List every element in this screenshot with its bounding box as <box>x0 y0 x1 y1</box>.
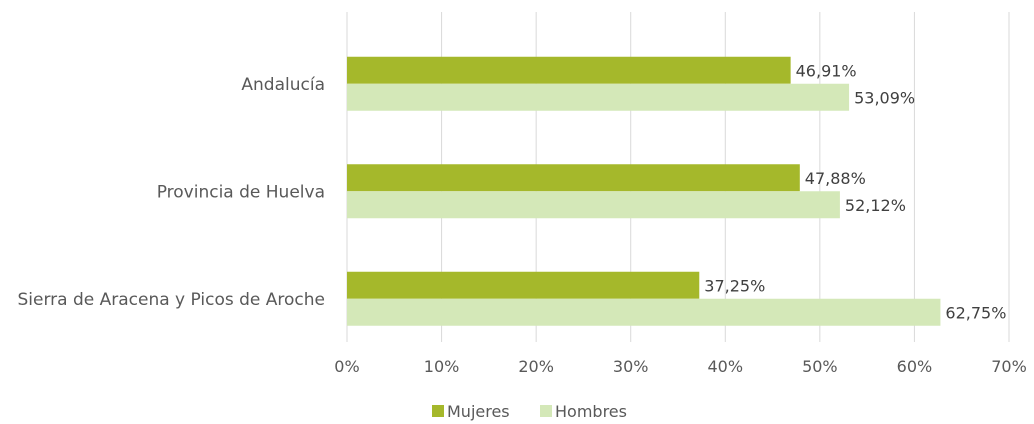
x-tick-label: 50% <box>802 357 838 376</box>
data-label: 37,25% <box>704 276 765 295</box>
x-tick-label: 70% <box>991 357 1027 376</box>
data-label: 47,88% <box>805 169 866 188</box>
legend-label-mujeres: Mujeres <box>447 402 510 421</box>
x-tick-label: 30% <box>613 357 649 376</box>
bar-mujeres <box>347 56 791 84</box>
data-labels: 46,91% 53,09% 47,88% 52,12% 37,25% 62,75% <box>704 61 1006 322</box>
x-tick-label: 0% <box>334 357 359 376</box>
category-label: Provincia de Huelva <box>157 182 325 202</box>
legend: Mujeres Hombres <box>432 402 627 421</box>
data-label: 62,75% <box>945 303 1006 322</box>
legend-swatch-mujeres <box>432 405 444 417</box>
bar-hombres <box>347 191 840 219</box>
legend-label-hombres: Hombres <box>555 402 627 421</box>
bars <box>347 56 941 326</box>
legend-swatch-hombres <box>540 405 552 417</box>
category-label: Andalucía <box>241 75 325 95</box>
x-tick-label: 60% <box>897 357 933 376</box>
bar-mujeres <box>347 164 800 192</box>
x-tick-label: 20% <box>518 357 554 376</box>
category-labels: Andalucía Provincia de Huelva Sierra de Ar… <box>17 75 325 310</box>
x-tick-label: 10% <box>424 357 460 376</box>
data-label: 53,09% <box>854 88 915 107</box>
data-label: 46,91% <box>796 61 857 80</box>
x-axis-tick-labels: 0% 10% 20% 30% 40% 50% 60% 70% <box>334 357 1026 376</box>
category-label: Sierra de Aracena y Picos de Aroche <box>17 290 325 310</box>
x-tick-label: 40% <box>708 357 744 376</box>
data-label: 52,12% <box>845 196 906 215</box>
bar-mujeres <box>347 271 700 299</box>
bar-hombres <box>347 83 850 111</box>
bar-hombres <box>347 298 941 326</box>
